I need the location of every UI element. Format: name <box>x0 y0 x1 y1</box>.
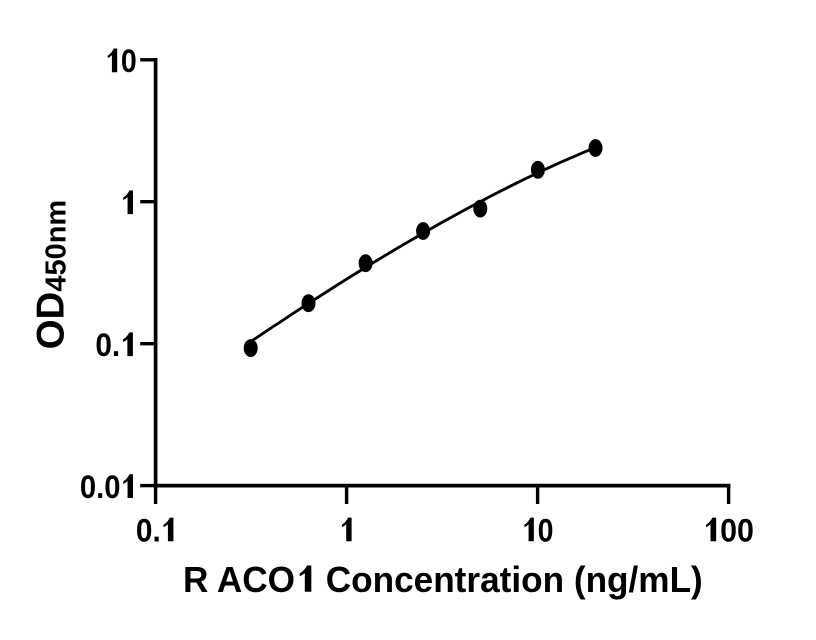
svg-text:0: 0 <box>720 511 737 548</box>
svg-text:0: 0 <box>95 327 112 363</box>
svg-text:.: . <box>152 512 160 548</box>
svg-text:0: 0 <box>737 511 754 548</box>
svg-text:Concentration (ng/mL): Concentration (ng/mL) <box>326 559 703 599</box>
svg-text:0: 0 <box>104 469 120 506</box>
svg-text:0: 0 <box>80 469 96 506</box>
svg-text:0: 0 <box>121 44 137 80</box>
svg-text:0: 0 <box>538 513 554 549</box>
svg-text:0: 0 <box>136 512 153 548</box>
svg-text:R ACO: R ACO <box>183 559 295 599</box>
svg-text:.: . <box>112 327 120 363</box>
svg-text:.: . <box>96 469 104 506</box>
